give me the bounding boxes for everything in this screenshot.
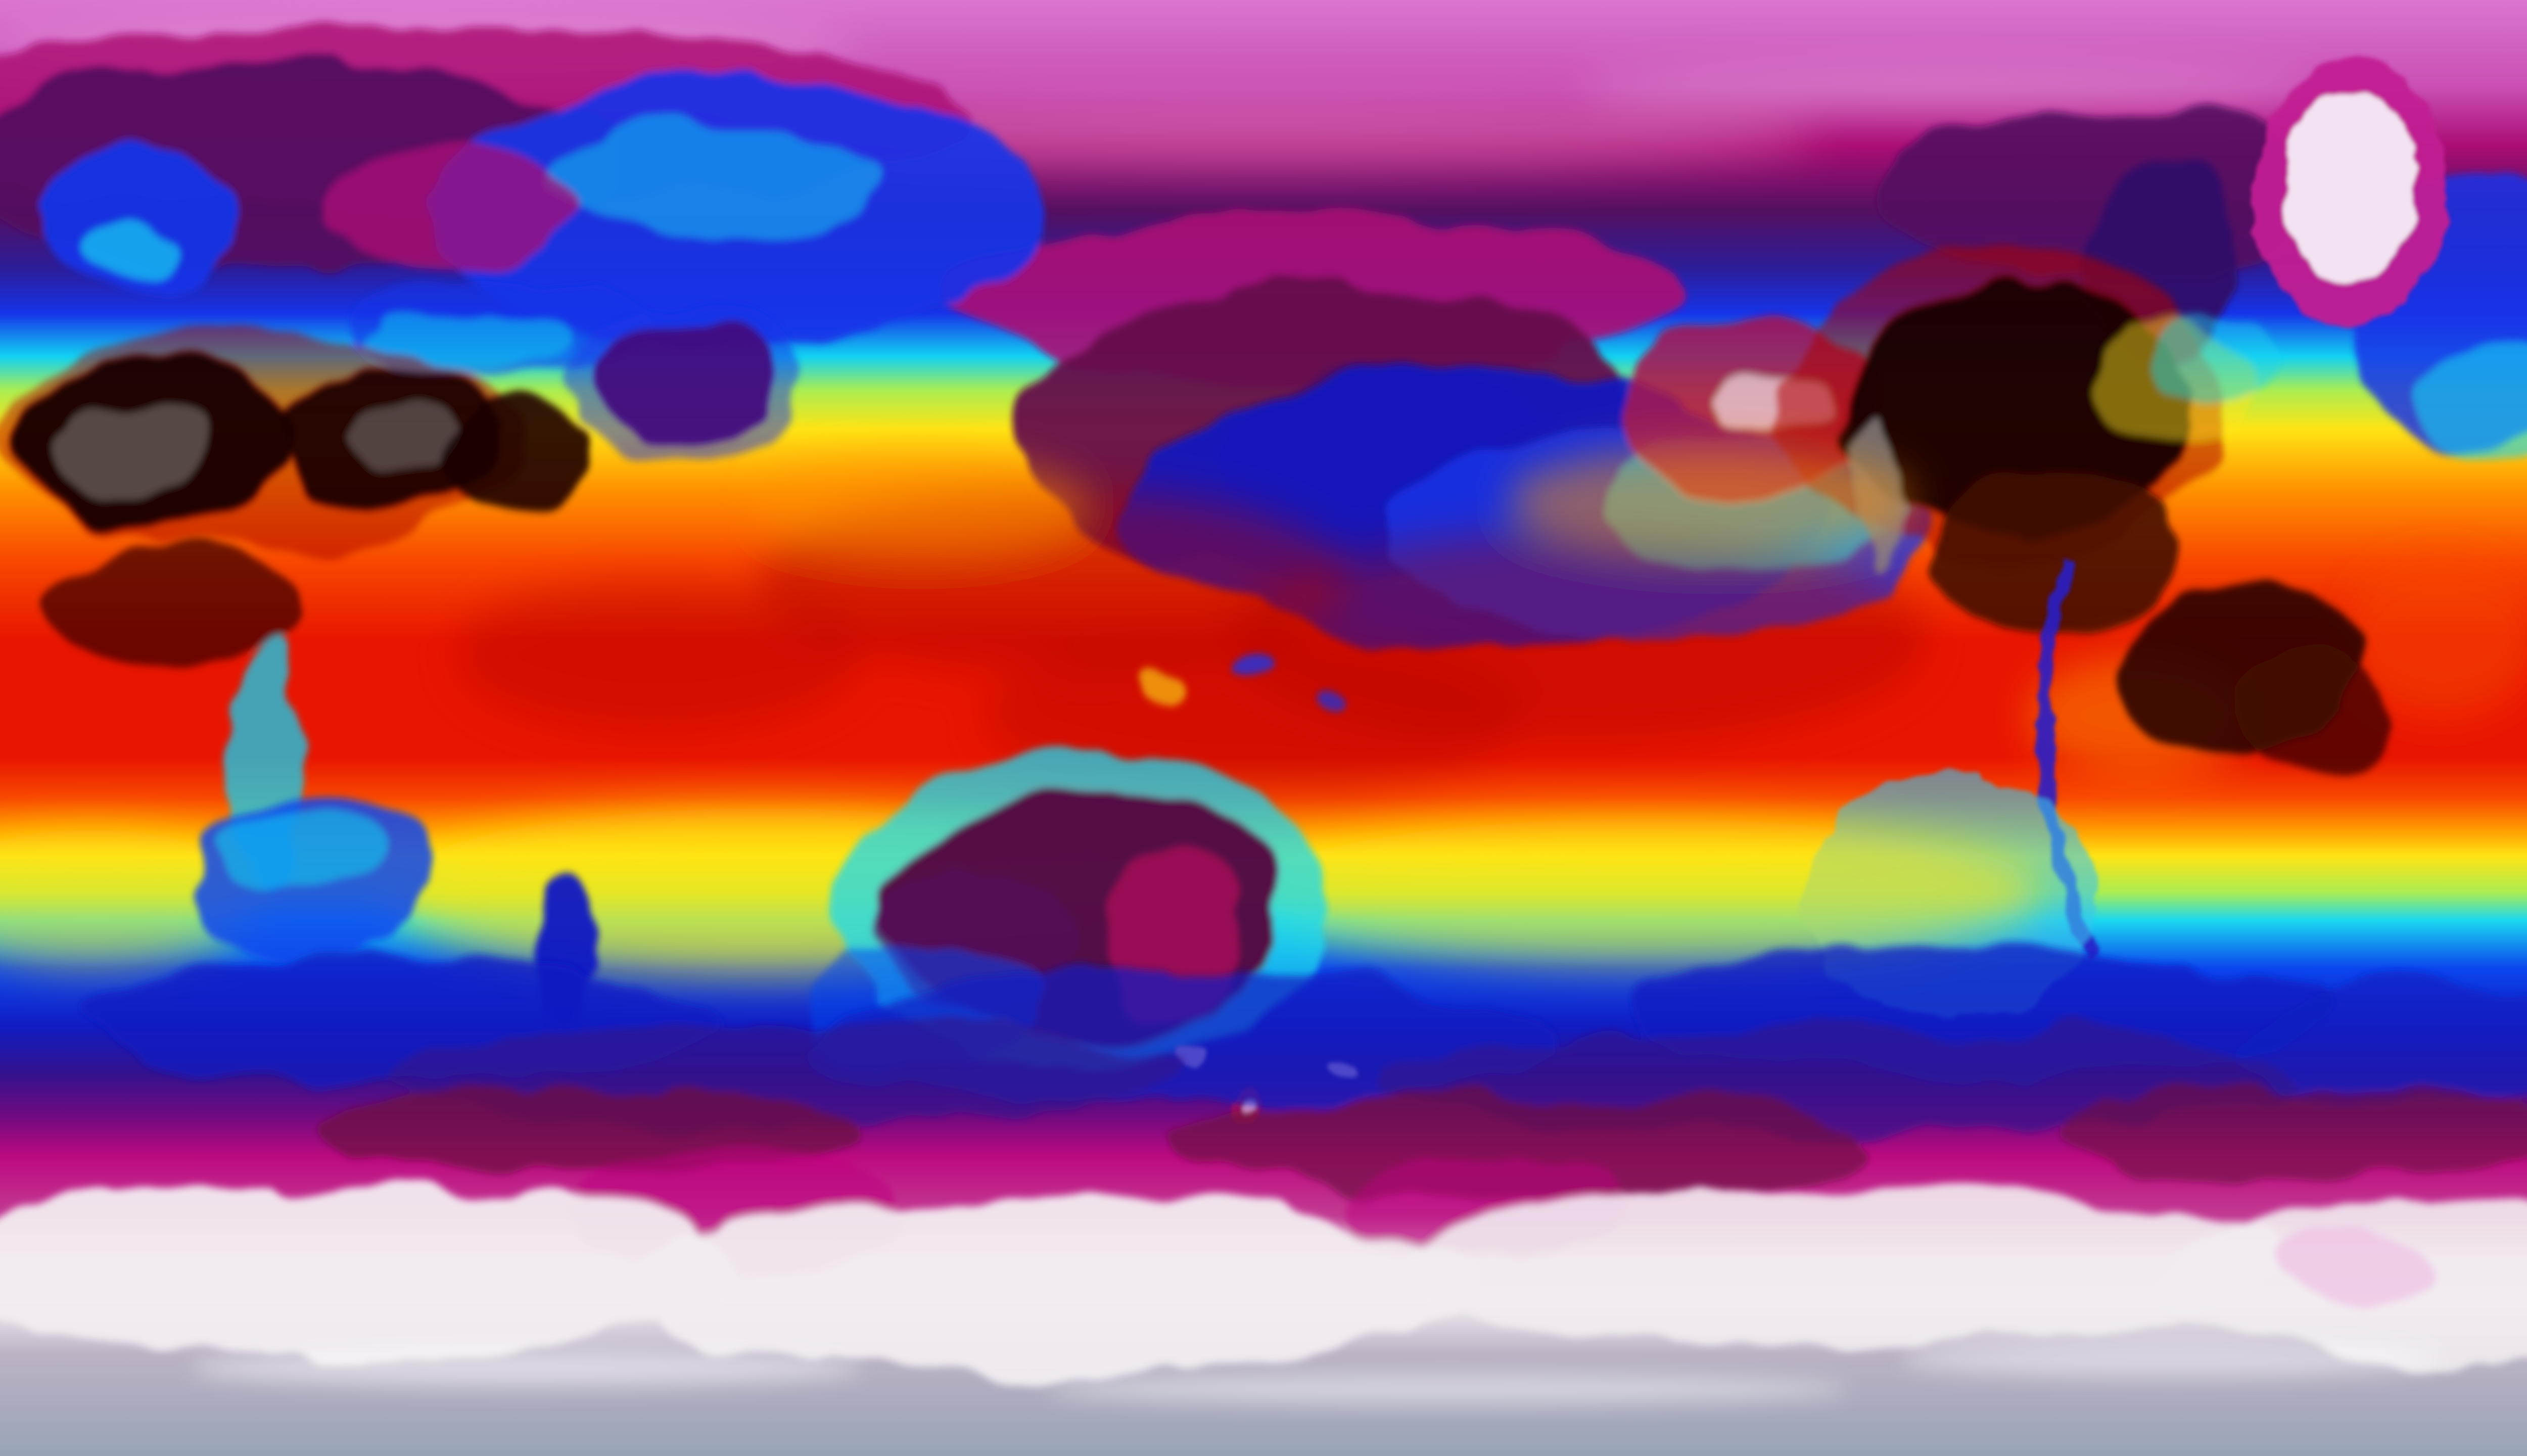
- antarctic-white-shelf: [0, 1186, 731, 1356]
- antarctic-white-shelf: [1401, 1178, 2284, 1345]
- texas-mexico-dark-maroon: [1935, 473, 2177, 625]
- antarctic-coast-maroon-swirl: [2060, 1086, 2527, 1177]
- australia-east-crimson: [1100, 849, 1248, 1019]
- antarctic-coast-maroon-swirl: [1164, 1092, 1862, 1195]
- storm-track-deep-blue: [2240, 985, 2527, 1107]
- arabia-hot-black: [442, 397, 590, 513]
- brazil-dark-maroon: [2237, 655, 2401, 777]
- polar-pink-streak: [1579, 68, 2317, 108]
- tropic-orange-patch: [1507, 447, 1915, 554]
- sahara-gray-core: [55, 399, 213, 502]
- south-africa-cyan-mottle: [221, 807, 379, 892]
- borneo-blue-speck: [1229, 658, 1267, 683]
- south-pacific-yellow: [1250, 819, 2040, 965]
- plateau-cloud-streak: [1902, 1340, 2442, 1377]
- southern-ocean-bands: [72, 945, 2527, 1195]
- baltic-cyan: [70, 220, 180, 281]
- antarctic-features: [0, 1149, 2527, 1377]
- plateau-cloud-streak: [1046, 1374, 1849, 1404]
- new-guinea-blue-speck: [1313, 690, 1345, 712]
- tropic-orange-patch: [757, 458, 1086, 549]
- antarctic-plateau-streaks: [191, 1340, 2442, 1404]
- north-atlantic-cyan: [2421, 341, 2527, 463]
- south-atlantic-yellow: [0, 829, 257, 966]
- northern-hot-land: [7, 246, 2286, 625]
- tropic-dark-red-swirl: [454, 579, 862, 731]
- siberia-cyan-mottle: [546, 124, 875, 240]
- great-lakes-cyan-arc: [2149, 318, 2286, 404]
- atlantic-orange-red-patch: [2343, 558, 2527, 716]
- sahel-dark-maroon: [50, 546, 293, 668]
- greenland: [2253, 61, 2448, 328]
- antarctic-pink-pocket: [2274, 1225, 2438, 1298]
- plateau-cloud-streak: [191, 1349, 862, 1386]
- north-america-hot-black: [1842, 282, 2190, 543]
- tibet-purple-plateau: [592, 321, 777, 443]
- antarctic-white-shelf: [625, 1195, 1481, 1377]
- tropical-belt-texture: [454, 447, 2527, 792]
- novaya-zemlya-crimson: [322, 141, 573, 269]
- greenland-ice-sheet-pale: [2282, 88, 2419, 283]
- arabia-gray-core: [336, 402, 454, 478]
- sumatra-yellow-speck: [1132, 675, 1185, 696]
